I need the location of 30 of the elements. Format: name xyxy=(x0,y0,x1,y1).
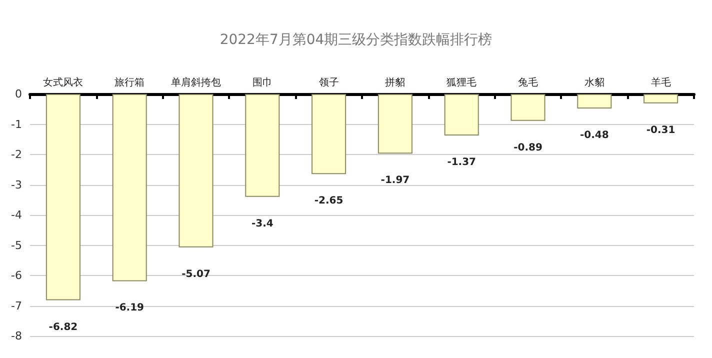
data-label: -0.31 xyxy=(646,124,676,136)
data-label: -0.48 xyxy=(580,130,609,142)
x-tick-label: 女式风衣 xyxy=(43,76,84,88)
x-tick-label: 兔毛 xyxy=(518,76,538,88)
data-label: -1.97 xyxy=(380,175,410,186)
x-tick-label: 领子 xyxy=(318,76,339,88)
y-tick-label: -8 xyxy=(11,330,22,342)
y-tick-label: 0 xyxy=(15,88,22,100)
y-tick-label: -1 xyxy=(11,118,22,131)
x-tick-label: 旅行箱 xyxy=(114,76,145,88)
x-tick-label: 单肩斜挎包 xyxy=(171,76,221,88)
data-label: -2.65 xyxy=(314,196,344,207)
chart-title: 2022年7月第04期三级分类指数跌幅排行榜 xyxy=(220,32,492,48)
data-label: -6.82 xyxy=(48,322,78,333)
y-tick-label: -6 xyxy=(11,269,22,282)
y-tick-label: -7 xyxy=(11,299,22,312)
data-label: -0.89 xyxy=(514,142,542,154)
data-label: -6.19 xyxy=(115,302,144,314)
y-tick-label: -3 xyxy=(11,178,22,192)
y-tick-label: -2 xyxy=(11,148,22,161)
x-tick-label: 羊毛 xyxy=(650,76,671,88)
data-label: -3.4 xyxy=(251,218,274,230)
data-label: -1.37 xyxy=(447,156,476,168)
x-tick-label: 水貂 xyxy=(584,76,604,88)
data-label: -5.07 xyxy=(182,268,210,280)
y-tick-label: -5 xyxy=(11,238,22,252)
x-tick-label: 拼貂 xyxy=(385,76,406,88)
x-tick-label: 狐狸毛 xyxy=(446,76,477,88)
x-tick-label: 围巾 xyxy=(252,76,272,88)
y-tick-label: -4 xyxy=(11,208,22,222)
